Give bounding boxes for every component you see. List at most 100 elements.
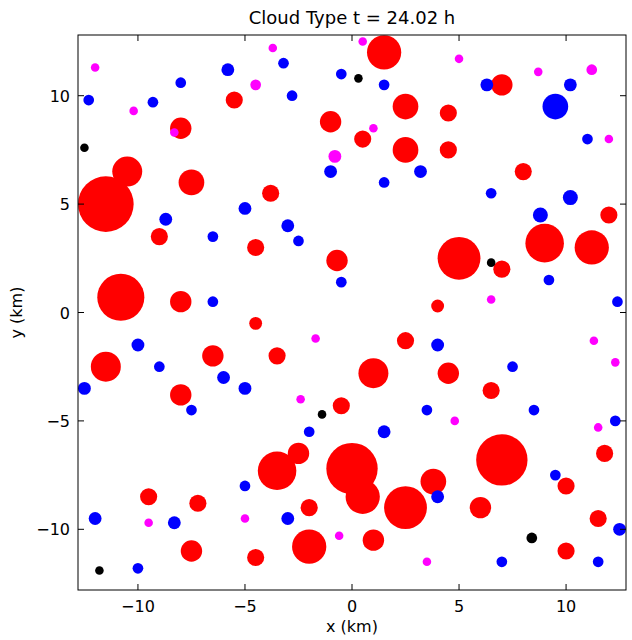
tick (566, 584, 567, 590)
cloud (491, 74, 512, 95)
cloud (455, 55, 464, 64)
cloud (612, 296, 623, 307)
cloud (431, 339, 444, 352)
cloud (354, 131, 371, 148)
cloud (438, 237, 481, 280)
tick (620, 204, 626, 205)
cloud (590, 510, 607, 527)
cloud (336, 277, 347, 288)
cloud (393, 94, 419, 120)
cloud (543, 94, 569, 120)
cloud (249, 317, 262, 330)
cloud (431, 300, 444, 313)
cloud (179, 170, 205, 196)
tick (620, 420, 626, 421)
cloud (450, 417, 459, 426)
cloud (89, 512, 102, 525)
tick-label: −10 (36, 520, 70, 539)
tick-label: 0 (347, 597, 357, 616)
cloud (487, 295, 496, 304)
cloud (83, 95, 94, 106)
cloud (140, 488, 157, 505)
cloud (240, 481, 251, 492)
cloud (304, 426, 315, 437)
cloud (369, 124, 378, 133)
cloud (311, 334, 320, 343)
cloud (148, 97, 159, 108)
cloud (529, 405, 540, 416)
tick-label: 10 (50, 87, 70, 106)
cloud (247, 549, 264, 566)
chart: −10−50510−10−50510Cloud Type t = 24.02 h… (0, 0, 632, 640)
cloud (611, 358, 620, 367)
cloud (320, 111, 341, 132)
cloud (378, 425, 391, 438)
tick (620, 95, 626, 96)
cloud (133, 563, 144, 574)
cloud (493, 261, 510, 278)
cloud (336, 69, 347, 80)
cloud (208, 231, 219, 242)
cloud (78, 382, 91, 395)
cloud (168, 516, 181, 529)
tick (352, 584, 353, 590)
cloud (487, 258, 496, 267)
cloud (202, 345, 223, 366)
cloud (132, 339, 145, 352)
tick-label: −5 (46, 412, 70, 431)
cloud (367, 35, 401, 69)
cloud (326, 250, 347, 271)
cloud (440, 141, 457, 158)
cloud (154, 361, 165, 372)
cloud (483, 382, 500, 399)
cloud (288, 443, 309, 464)
cloud (525, 224, 564, 263)
tick-label: 5 (60, 195, 70, 214)
cloud (558, 542, 575, 559)
cloud (112, 157, 142, 187)
cloud (247, 239, 264, 256)
cloud (97, 274, 144, 321)
x-axis-title: x (km) (326, 617, 378, 636)
cloud (175, 77, 186, 88)
cloud (335, 532, 344, 541)
cloud (221, 63, 234, 76)
cloud (262, 185, 279, 202)
cloud (550, 470, 561, 481)
cloud (189, 495, 206, 512)
cloud (564, 78, 577, 91)
cloud (476, 434, 527, 485)
cloud (354, 74, 363, 83)
cloud (393, 137, 419, 163)
tick (566, 35, 567, 41)
tick (78, 95, 84, 96)
cloud (95, 566, 104, 575)
tick (244, 35, 245, 41)
cloud (586, 64, 597, 75)
cloud (480, 78, 493, 91)
cloud (496, 556, 507, 567)
cloud (170, 128, 179, 137)
cloud (470, 497, 491, 518)
cloud (318, 410, 327, 419)
cloud (440, 104, 457, 121)
cloud (544, 275, 555, 286)
frame (78, 35, 626, 590)
tick (78, 204, 84, 205)
tick (78, 529, 84, 530)
cloud (582, 134, 593, 145)
cloud (358, 37, 367, 46)
cloud (563, 190, 578, 205)
tick (352, 35, 353, 41)
cloud (558, 477, 575, 494)
cloud (414, 165, 427, 178)
cloud (281, 219, 294, 232)
cloud (170, 118, 191, 139)
cloud (287, 90, 298, 101)
tick (620, 312, 626, 313)
tick-label: 0 (60, 304, 70, 323)
cloud (346, 480, 380, 514)
cloud (208, 296, 219, 307)
cloud (515, 163, 532, 180)
tick (620, 529, 626, 530)
